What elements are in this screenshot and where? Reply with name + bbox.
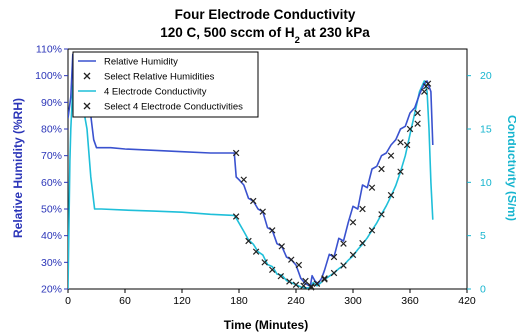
select-conductivity-marker: [321, 276, 328, 283]
y-tick-label-right: 20: [480, 70, 492, 82]
select-rh-marker: [288, 256, 295, 263]
y-tick-label-left: 90%: [41, 97, 62, 109]
y-tick-label-right: 10: [480, 177, 492, 189]
legend-marker-x-icon: [83, 72, 91, 80]
select-rh-marker: [368, 184, 376, 191]
select-conductivity-marker: [387, 191, 395, 199]
legend-label-rh: Relative Humidity: [104, 57, 178, 68]
x-tick-label: 120: [173, 295, 191, 307]
y-tick-label-left: 50%: [41, 204, 62, 216]
series-line-rh: [68, 53, 434, 288]
legend-box: [72, 51, 259, 118]
y-tick-label-left: 70%: [41, 150, 62, 162]
select-rh-marker: [240, 176, 247, 183]
chart-subtitle: 120 C, 500 sccm of H2 at 230 kPa: [160, 25, 370, 46]
select-rh-marker: [321, 275, 328, 282]
plot-area: 0 60 120 180 240 300 360 420 20% 30% 40% 50% 60% 70% 8…: [35, 44, 492, 308]
select-conductivity-marker: [403, 141, 411, 149]
select-conductivity-marker: [330, 269, 338, 277]
select-rh-marker: [250, 197, 257, 205]
y-tick-label-left: 30%: [41, 257, 62, 269]
select-conductivity-marker: [300, 282, 307, 290]
select-rh-marker: [259, 208, 266, 215]
select-conductivity-marker: [245, 237, 252, 245]
x-tick-label: 60: [119, 295, 131, 307]
select-rh-marker: [232, 149, 240, 157]
select-conductivity-marker: [313, 280, 321, 287]
x-tick-label: 420: [458, 295, 476, 307]
y-axis-title-right: Conductivity (S/m): [505, 115, 516, 221]
y-tick-label-left: 60%: [41, 177, 62, 189]
select-conductivity-marker: [292, 281, 300, 288]
legend-marker-x-icon: [83, 102, 91, 110]
chart-title: Four Electrode Conductivity: [175, 7, 356, 22]
legend-entry-select-conductivity: Select 4 Electrode Conductivities: [83, 102, 243, 113]
y-axis-title-left: Relative Humidity (%RH): [11, 98, 25, 238]
x-tick-label: 240: [287, 295, 305, 307]
select-conductivity-marker: [368, 227, 376, 234]
x-tick-label: 180: [230, 295, 248, 307]
subtitle-part-1: 120 C, 500 sccm of H: [160, 25, 294, 40]
legend-label-select-conductivity: Select 4 Electrode Conductivities: [104, 102, 243, 113]
y-tick-label-left: 110%: [36, 44, 62, 56]
select-rh-marker: [397, 139, 404, 146]
select-rh-marker: [387, 152, 395, 159]
legend-entry-conductivity: 4 Electrode Conductivity: [78, 87, 207, 98]
y-tick-label-right: 15: [480, 124, 492, 136]
select-conductivity-marker: [422, 83, 430, 90]
legend-entry-rh: Relative Humidity: [78, 57, 178, 68]
x-axis-title: Time (Minutes): [224, 318, 308, 332]
select-rh-marker: [330, 253, 338, 261]
select-conductivity-marker: [340, 262, 347, 269]
y-tick-label-left: 80%: [41, 124, 62, 136]
legend-label-select-rh: Select Relative Humidities: [104, 72, 215, 83]
select-rh-marker: [414, 109, 421, 117]
select-conductivity-marker: [269, 266, 276, 274]
y-tick-label-left: 100%: [35, 70, 62, 82]
x-tick-label: 360: [401, 295, 419, 307]
plot-frame: [67, 48, 468, 290]
y-tick-label-left: 20%: [41, 284, 62, 296]
y-tick-label-right: 0: [480, 284, 486, 296]
select-conductivity-marker: [359, 239, 366, 247]
y-tick-label-right: 5: [480, 230, 486, 242]
select-rh-marker: [295, 261, 303, 269]
x-tick-label: 300: [344, 295, 362, 307]
y-tick-label-left: 40%: [41, 230, 62, 242]
legend-label-conductivity: 4 Electrode Conductivity: [104, 87, 207, 98]
select-conductivity-marker: [414, 120, 421, 127]
select-conductivity-marker: [378, 211, 385, 218]
select-rh-marker: [340, 240, 347, 247]
subtitle-subscript: 2: [295, 35, 300, 46]
select-conductivity-marker: [252, 248, 260, 255]
select-rh-marker: [302, 277, 309, 285]
select-rh-marker: [359, 205, 366, 213]
x-tick-label: 0: [65, 295, 71, 307]
select-conductivity-marker: [397, 168, 404, 175]
select-rh-marker: [278, 243, 285, 250]
series-line-conductivity: [68, 53, 434, 289]
select-conductivity-marker: [232, 213, 240, 220]
select-conductivity-marker: [349, 251, 357, 259]
select-rh-marker: [421, 88, 428, 95]
select-rh-marker: [349, 219, 357, 226]
select-rh-marker: [307, 283, 315, 290]
select-conductivity-marker: [307, 284, 315, 291]
select-conductivity-marker: [261, 259, 268, 266]
select-conductivity-marker: [286, 278, 293, 285]
subtitle-part-2: at 230 kPa: [300, 25, 370, 40]
select-rh-marker: [269, 227, 276, 234]
select-conductivity-marker: [277, 272, 285, 280]
legend-entry-select-rh: Select Relative Humidities: [83, 72, 215, 83]
select-rh-marker: [406, 125, 414, 133]
legend: Relative Humidity Select Relative Humidi…: [72, 51, 259, 118]
select-rh-marker: [378, 165, 385, 173]
